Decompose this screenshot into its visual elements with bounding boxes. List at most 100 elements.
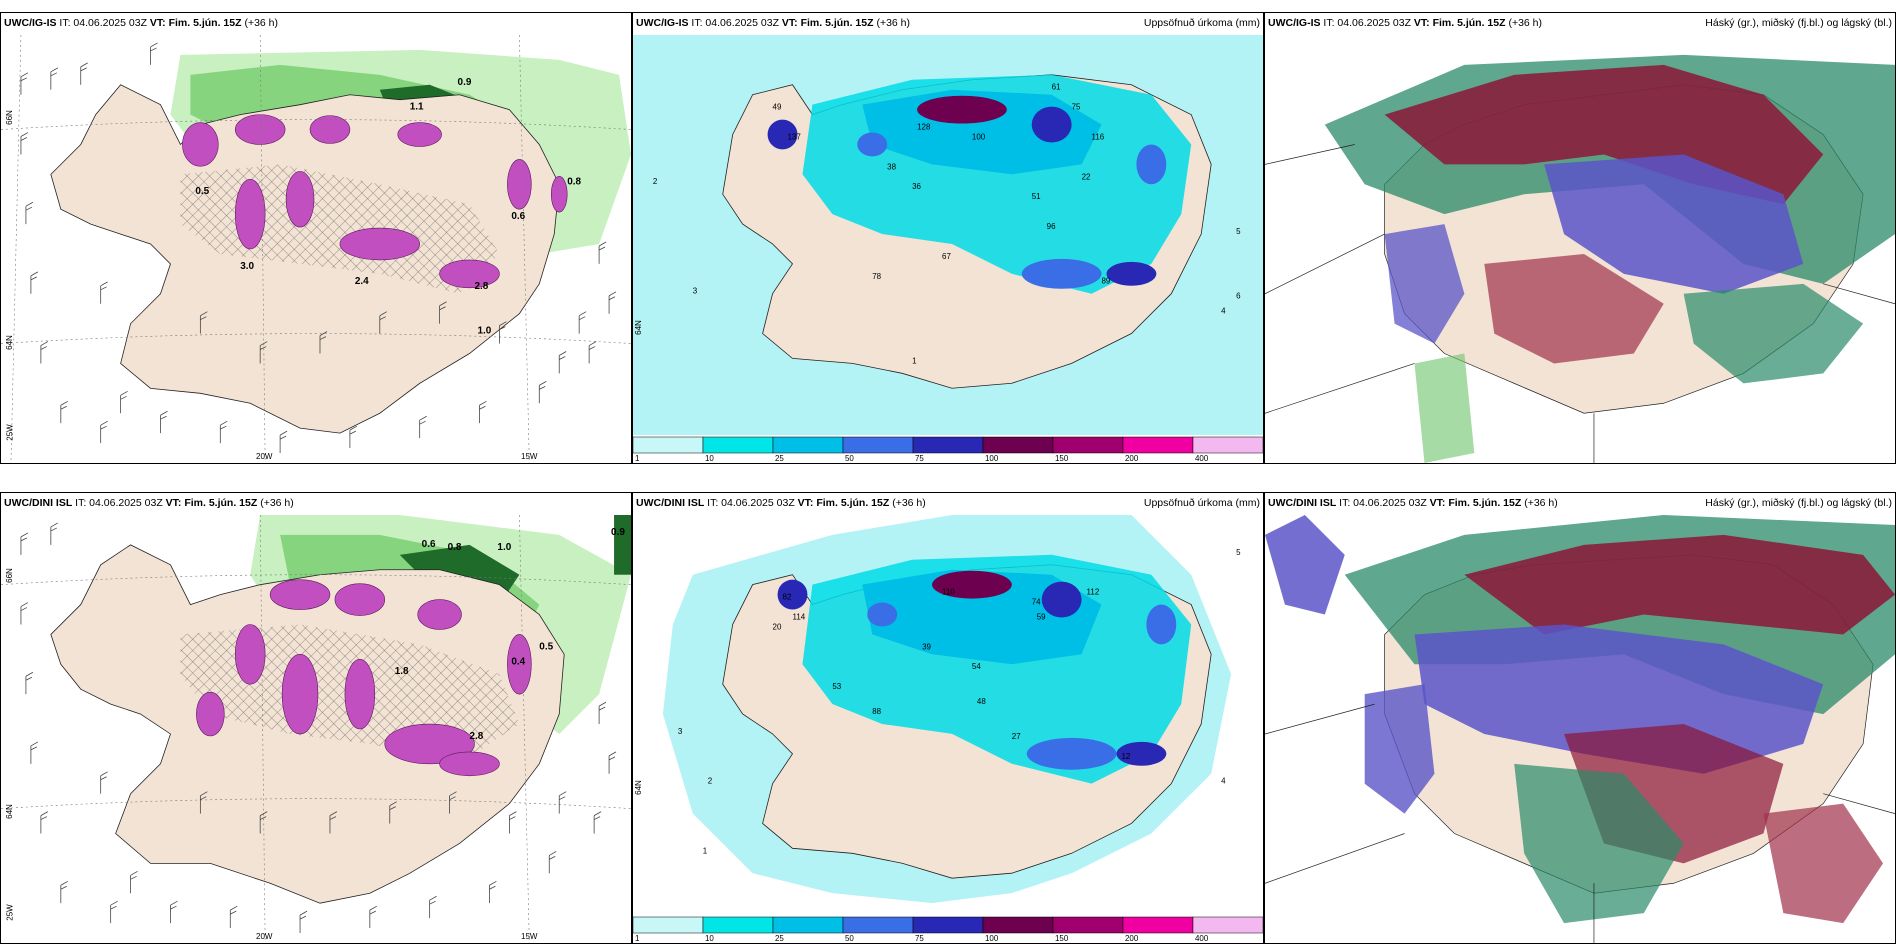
colorbar-segment	[702, 436, 774, 454]
cloud-red	[1464, 534, 1895, 635]
lead-time: (+36 h)	[1508, 17, 1543, 29]
precip-label: 112	[1087, 588, 1100, 597]
colorbar-tick-label: 150	[1055, 934, 1069, 943]
lon-label-25w: 25W	[5, 904, 15, 921]
value-label: 0.6	[422, 539, 436, 550]
lon-label-20w: 20W	[256, 932, 273, 941]
init-time: IT: 04.06.2025 03Z	[1323, 17, 1411, 29]
init-time: IT: 04.06.2025 03Z	[691, 17, 779, 29]
precip-label: 1	[703, 846, 708, 855]
precip-label: 54	[972, 662, 981, 671]
precip-label: 53	[832, 682, 841, 691]
precip-label: 110	[942, 588, 955, 597]
model-name: UWC/DINI ISL	[1268, 497, 1337, 509]
panel-bot-right-cloud-map: UWC/DINI ISL IT: 04.06.2025 03Z VT: Fim.…	[1264, 492, 1896, 944]
value-label: 0.6	[511, 211, 525, 222]
value-labels: 0.9 0.6 1.0 0.8 1.8 2.8 0.4 0.5	[395, 527, 626, 742]
colorbar: 1 10 25 50 75 100 150 200 400	[633, 915, 1263, 943]
map-plot: 49 137 61 75 116 128 100 22 36 38 51 96 …	[633, 35, 1263, 435]
value-label: 3.0	[240, 261, 254, 272]
valid-time: VT: Fim. 5.jún. 15Z	[165, 497, 258, 509]
precip-value-labels: 49 137 61 75 116 128 100 22 36 38 51 96 …	[653, 83, 1241, 366]
valid-time: VT: Fim. 5.jún. 15Z	[1429, 497, 1522, 509]
panel-variable-title: Háský (gr.), miðský (fj.bl.) og lágský (…	[1705, 17, 1892, 29]
lat-label-64n: 64N	[4, 804, 14, 819]
panel-variable-title: Uppsöfnuð úrkoma (mm)	[1143, 497, 1260, 509]
colorbar-segment	[1052, 436, 1124, 454]
lon-label-15w: 15W	[521, 932, 538, 941]
init-time: IT: 04.06.2025 03Z	[707, 497, 795, 509]
model-name: UWC/DINI ISL	[636, 497, 705, 509]
colorbar-tick-label: 200	[1125, 454, 1139, 463]
init-time: IT: 04.06.2025 03Z	[59, 17, 147, 29]
value-label: 0.9	[458, 77, 472, 88]
lon-label-25w: 25W	[5, 424, 15, 441]
value-label: 0.9	[611, 527, 625, 538]
colorbar-tick-label: 50	[845, 454, 854, 463]
colorbar-tick-label: 200	[1125, 934, 1139, 943]
map-svg: 82 114 110 112 74 59 20 39 54 48 27 88 5…	[633, 515, 1263, 915]
cloud-green-southwest	[1414, 353, 1475, 463]
lat-label-66n: 66N	[4, 568, 14, 583]
valid-time: VT: Fim. 5.jún. 15Z	[149, 17, 242, 29]
precip-label: 4	[1221, 307, 1226, 316]
map-plot	[1265, 35, 1895, 463]
precip-label: 5	[1236, 548, 1241, 557]
value-labels: 0.9 1.1 0.8 0.6 1.0 2.4 2.8 3.0 0.5	[195, 77, 581, 337]
colorbar-tick-label: 1	[635, 454, 640, 463]
graticule	[1, 35, 631, 463]
colorbar-tick-label: 75	[915, 454, 924, 463]
value-label: 1.1	[410, 102, 424, 113]
value-label: 0.8	[448, 542, 462, 553]
colorbar-segment	[982, 916, 1054, 934]
precip-label: 2	[653, 177, 658, 186]
colorbar-tick-label: 50	[845, 934, 854, 943]
colorbar: 1 10 25 50 75 100 150 200 400	[633, 435, 1263, 463]
panel-title: UWC/IG-IS IT: 04.06.2025 03Z VT: Fim. 5.…	[636, 17, 910, 29]
colorbar-segment	[772, 436, 844, 454]
precip-blue	[862, 569, 1102, 665]
precip-label: 48	[977, 697, 986, 706]
map-plot: 82 114 110 112 74 59 20 39 54 48 27 88 5…	[633, 515, 1263, 915]
value-label: 0.5	[539, 641, 553, 652]
snow-blobs	[182, 114, 568, 289]
precip-label: 49	[773, 103, 782, 112]
precip-label: 6	[1236, 292, 1241, 301]
colorbar-segment	[772, 916, 844, 934]
precip-value-labels: 82 114 110 112 74 59 20 39 54 48 27 88 5…	[678, 548, 1241, 855]
precip-cores	[777, 570, 1177, 770]
model-name: UWC/IG-IS	[4, 17, 57, 29]
panel-title: UWC/DINI ISL IT: 04.06.2025 03Z VT: Fim.…	[636, 497, 926, 509]
panel-variable-title: Uppsöfnuð úrkoma (mm)	[1143, 17, 1260, 29]
lat-label-64n: 64N	[633, 320, 643, 335]
precip-label: 51	[1032, 192, 1041, 201]
lead-time: (+36 h)	[892, 497, 926, 509]
precip-label: 116	[1092, 132, 1105, 141]
value-label: 0.8	[567, 176, 581, 187]
colorbar-tick-label: 400	[1195, 454, 1209, 463]
graticule	[1, 515, 631, 943]
precip-label: 2	[708, 777, 713, 786]
precip-label: 137	[788, 132, 802, 141]
panel-title: UWC/IG-IS IT: 04.06.2025 03Z VT: Fim. 5.…	[1268, 17, 1542, 29]
value-label: 1.0	[477, 326, 491, 337]
map-svg: 49 137 61 75 116 128 100 22 36 38 51 96 …	[633, 35, 1263, 435]
value-label: 1.8	[395, 666, 409, 677]
panel-top-left-wind-map: UWC/IG-IS IT: 04.06.2025 03Z VT: Fim. 5.…	[0, 12, 632, 464]
value-label: 0.4	[511, 656, 525, 667]
lead-time: (+36 h)	[876, 17, 911, 29]
colorbar-segment	[1052, 916, 1124, 934]
value-label: 1.0	[497, 542, 511, 553]
value-label: 2.8	[474, 281, 488, 292]
colorbar-segment	[702, 916, 774, 934]
cloud-red-southeast	[1763, 803, 1884, 924]
lead-time: (+36 h)	[244, 17, 279, 29]
cloud-blue-central	[1414, 624, 1824, 774]
map-plot: 0.9 1.1 0.8 0.6 1.0 2.4 2.8 3.0 0.5	[1, 35, 631, 463]
colorbar-tick-label: 400	[1195, 934, 1209, 943]
precip-label: 67	[942, 252, 951, 261]
colorbar-tick-label: 100	[985, 934, 999, 943]
precip-label: 100	[972, 132, 986, 141]
colorbar-tick-label: 75	[915, 934, 924, 943]
valid-time: VT: Fim. 5.jún. 15Z	[781, 17, 874, 29]
